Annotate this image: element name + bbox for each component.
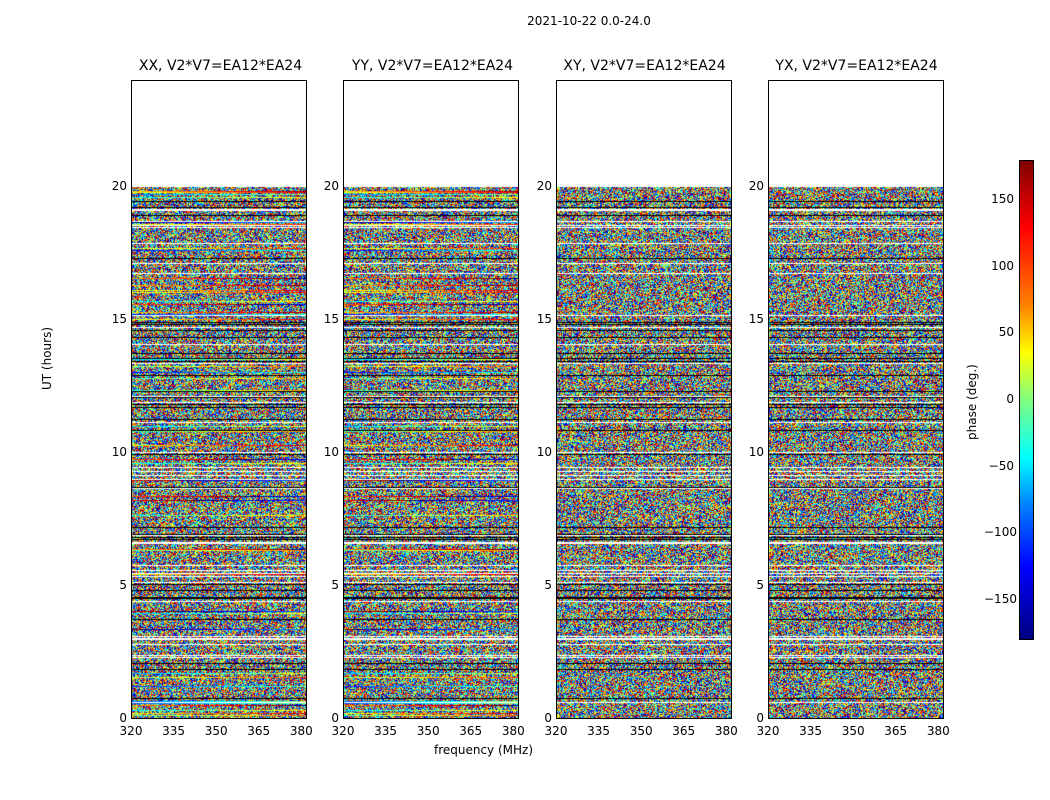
panel-title-xx: XX, V2*V7=EA12*EA24 xyxy=(138,58,303,74)
colorbar-tick-label: −100 xyxy=(984,525,1017,540)
y-tick-label: 5 xyxy=(331,577,339,592)
x-tick-label: 320 xyxy=(331,724,355,738)
x-tick-label: 335 xyxy=(799,724,823,738)
y-tick-label: 20 xyxy=(536,178,552,193)
x-tick-label: 335 xyxy=(374,724,398,738)
colorbar xyxy=(1019,160,1034,640)
x-tick-label: 365 xyxy=(672,724,696,738)
colorbar-tick-label: 100 xyxy=(991,258,1014,273)
panel-title-xy: XY, V2*V7=EA12*EA24 xyxy=(563,58,726,74)
colorbar-tick-label: −150 xyxy=(984,592,1017,606)
colorbar-tick-label: 50 xyxy=(998,325,1014,340)
phase-heatmap-xx xyxy=(131,80,307,719)
x-tick-label: 350 xyxy=(416,724,440,738)
x-tick-label: 365 xyxy=(884,724,908,738)
colorbar-tick-label: 150 xyxy=(991,192,1014,206)
x-tick-label: 365 xyxy=(459,724,483,738)
x-tick-label: 320 xyxy=(544,724,568,738)
figure-title: 2021-10-22 0.0-24.0 xyxy=(527,14,651,28)
x-axis-label: frequency (MHz) xyxy=(433,743,534,757)
y-tick-label: 15 xyxy=(536,311,552,326)
panel-title-yx: YX, V2*V7=EA12*EA24 xyxy=(775,58,938,74)
x-tick-label: 380 xyxy=(714,724,738,738)
y-tick-label: 5 xyxy=(544,577,552,592)
y-tick-label: 20 xyxy=(748,178,764,193)
y-tick-label: 10 xyxy=(323,444,339,459)
y-tick-label: 10 xyxy=(111,444,127,459)
y-tick-label: 0 xyxy=(756,711,764,725)
y-tick-label: 20 xyxy=(323,178,339,193)
x-tick-label: 320 xyxy=(119,724,143,738)
y-tick-label: 20 xyxy=(111,178,127,193)
x-tick-label: 335 xyxy=(587,724,611,738)
x-tick-label: 365 xyxy=(247,724,271,738)
x-tick-label: 350 xyxy=(841,724,865,738)
y-tick-label: 0 xyxy=(544,711,552,725)
x-tick-label: 380 xyxy=(926,724,950,738)
y-tick-label: 15 xyxy=(111,311,127,326)
y-tick-label: 10 xyxy=(536,444,552,459)
y-tick-label: 15 xyxy=(748,311,764,326)
phase-heatmap-yx xyxy=(768,80,944,719)
colorbar-label: phase (deg.) xyxy=(965,364,979,440)
y-tick-label: 5 xyxy=(756,577,764,592)
y-tick-label: 0 xyxy=(331,711,339,725)
phase-heatmap-xy xyxy=(556,80,732,719)
colorbar-tick-label: 0 xyxy=(1006,392,1014,406)
x-tick-label: 350 xyxy=(204,724,228,738)
x-tick-label: 350 xyxy=(629,724,653,738)
y-tick-label: 15 xyxy=(323,311,339,326)
y-axis-label: UT (hours) xyxy=(40,326,54,390)
colorbar-tick-label: −50 xyxy=(988,458,1014,473)
x-tick-label: 320 xyxy=(756,724,780,738)
x-tick-label: 380 xyxy=(289,724,313,738)
x-tick-label: 335 xyxy=(162,724,186,738)
panel-title-yy: YY, V2*V7=EA12*EA24 xyxy=(351,58,514,74)
y-tick-label: 5 xyxy=(119,577,127,592)
x-tick-label: 380 xyxy=(501,724,525,738)
y-tick-label: 10 xyxy=(748,444,764,459)
phase-heatmap-yy xyxy=(343,80,519,719)
y-tick-label: 0 xyxy=(119,711,127,725)
